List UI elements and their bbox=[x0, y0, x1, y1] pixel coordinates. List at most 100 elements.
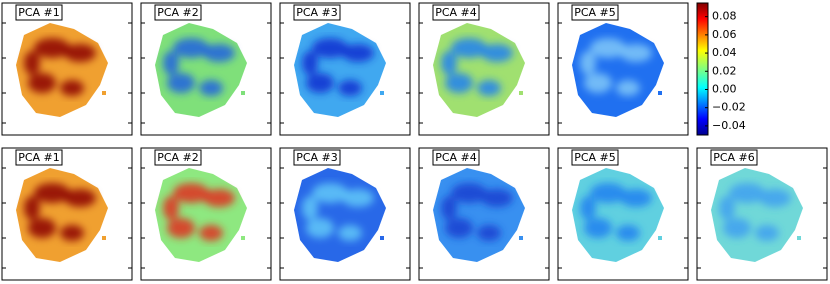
heatmap-spot bbox=[306, 218, 334, 238]
heatmap-spot bbox=[342, 44, 374, 62]
heatmap-spot bbox=[163, 196, 179, 220]
panel: PCA #4 bbox=[418, 147, 550, 281]
heatmap-spot bbox=[620, 189, 652, 207]
heatmap-spot bbox=[451, 38, 487, 58]
heatmap-spot bbox=[60, 225, 84, 241]
panel-label: PCA #3 bbox=[296, 151, 338, 164]
heatmap-spot bbox=[203, 44, 235, 62]
panel: PCA #2 bbox=[140, 147, 272, 281]
panel-label: PCA #5 bbox=[574, 151, 616, 164]
panel-label: PCA #4 bbox=[435, 151, 477, 164]
heatmap-spot bbox=[441, 196, 457, 220]
heatmap-spot bbox=[580, 196, 596, 220]
panel: PCA #5 bbox=[557, 147, 689, 281]
heatmap-spot bbox=[302, 51, 318, 75]
heatmap-spot bbox=[481, 189, 513, 207]
heatmap-dot bbox=[519, 236, 523, 240]
colorbar-tick-label: −0.04 bbox=[712, 119, 746, 132]
heatmap-spots bbox=[163, 38, 235, 96]
label-box bbox=[154, 4, 202, 21]
panel-label: PCA #6 bbox=[713, 151, 755, 164]
colorbar-tick-label: 0.00 bbox=[712, 82, 737, 95]
heatmap-spot bbox=[620, 44, 652, 62]
panel-label: PCA #4 bbox=[435, 6, 477, 19]
panel: PCA #5 bbox=[557, 2, 689, 136]
heatmap-spot bbox=[24, 51, 40, 75]
heatmap-spot bbox=[312, 38, 348, 58]
heatmap-spot bbox=[584, 218, 612, 238]
heatmap-spots bbox=[441, 183, 513, 241]
heatmap-spot bbox=[755, 225, 779, 241]
heatmap-spot bbox=[64, 44, 96, 62]
heatmap-spot bbox=[173, 183, 209, 203]
heatmap-spots bbox=[302, 38, 374, 96]
heatmap-spot bbox=[590, 183, 626, 203]
heatmap-spot bbox=[312, 183, 348, 203]
panel-label: PCA #1 bbox=[18, 6, 60, 19]
heatmap-spot bbox=[616, 225, 640, 241]
heatmap-spots bbox=[24, 38, 96, 96]
panel: PCA #3 bbox=[279, 2, 411, 136]
heatmap-spot bbox=[34, 38, 70, 58]
heatmap-dot bbox=[519, 91, 523, 95]
heatmap-spot bbox=[24, 196, 40, 220]
panel-label: PCA #2 bbox=[157, 6, 199, 19]
heatmap-spot bbox=[729, 183, 765, 203]
label-box bbox=[15, 149, 63, 166]
heatmap-spot bbox=[477, 80, 501, 96]
heatmap-dot bbox=[241, 236, 245, 240]
panel: PCA #1 bbox=[1, 147, 133, 281]
heatmap-spot bbox=[173, 38, 209, 58]
heatmap-spots bbox=[580, 183, 652, 241]
panel: PCA #3 bbox=[279, 147, 411, 281]
heatmap-spot bbox=[580, 51, 596, 75]
heatmap-spot bbox=[477, 225, 501, 241]
heatmap-spot bbox=[723, 218, 751, 238]
heatmap-spot bbox=[451, 183, 487, 203]
heatmap-dot bbox=[102, 236, 106, 240]
heatmap-spot bbox=[306, 73, 334, 93]
label-box bbox=[571, 4, 619, 21]
label-box bbox=[710, 149, 758, 166]
panel: PCA #6 bbox=[696, 147, 828, 281]
heatmap-spots bbox=[163, 183, 235, 241]
heatmap-spot bbox=[167, 73, 195, 93]
colorbar-tick-label: 0.02 bbox=[712, 64, 737, 77]
heatmap-spot bbox=[342, 189, 374, 207]
heatmap-spot bbox=[167, 218, 195, 238]
panel: PCA #2 bbox=[140, 2, 272, 136]
heatmap-spot bbox=[719, 196, 735, 220]
heatmap-spot bbox=[338, 80, 362, 96]
heatmap-spot bbox=[28, 218, 56, 238]
label-box bbox=[15, 4, 63, 21]
heatmap-spots bbox=[580, 38, 652, 96]
heatmap-spots bbox=[302, 183, 374, 241]
heatmap-spot bbox=[441, 51, 457, 75]
panel-label: PCA #3 bbox=[296, 6, 338, 19]
heatmap-spot bbox=[590, 38, 626, 58]
heatmap-spot bbox=[199, 225, 223, 241]
label-box bbox=[432, 149, 480, 166]
colorbar-tick-label: 0.08 bbox=[712, 10, 737, 23]
panel-label: PCA #2 bbox=[157, 151, 199, 164]
heatmap-spot bbox=[616, 80, 640, 96]
label-box bbox=[571, 149, 619, 166]
heatmap-spot bbox=[338, 225, 362, 241]
heatmap-spot bbox=[203, 189, 235, 207]
heatmap-spot bbox=[445, 218, 473, 238]
heatmap-dot bbox=[797, 236, 801, 240]
colorbar-tick-label: 0.04 bbox=[712, 46, 737, 59]
label-box bbox=[293, 149, 341, 166]
heatmap-spot bbox=[481, 44, 513, 62]
colorbar bbox=[696, 2, 709, 136]
label-box bbox=[432, 4, 480, 21]
panel: PCA #1 bbox=[1, 2, 133, 136]
heatmap-spot bbox=[302, 196, 318, 220]
colorbar-tick-label: 0.06 bbox=[712, 28, 737, 41]
heatmap-spot bbox=[163, 51, 179, 75]
heatmap-spot bbox=[28, 73, 56, 93]
heatmap-spot bbox=[445, 73, 473, 93]
heatmap-dot bbox=[102, 91, 106, 95]
heatmap-spot bbox=[759, 189, 791, 207]
heatmap-spot bbox=[64, 189, 96, 207]
